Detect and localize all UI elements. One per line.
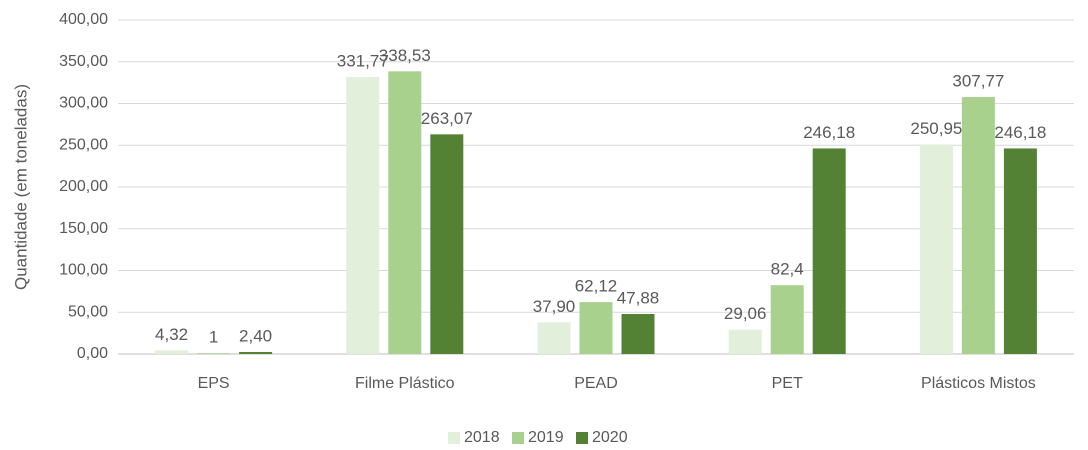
y-tick-label: 100,00 (59, 262, 108, 279)
y-tick-label: 150,00 (59, 220, 108, 237)
data-label: 246,18 (803, 123, 855, 142)
bar (919, 144, 953, 354)
data-label: 82,4 (771, 260, 804, 279)
data-label: 4,32 (155, 325, 188, 344)
y-tick-label: 400,00 (59, 11, 108, 28)
y-tick-label: 200,00 (59, 178, 108, 195)
bar (812, 148, 846, 354)
legend-label: 2018 (464, 429, 500, 446)
y-tick-label: 250,00 (59, 136, 108, 153)
x-tick-label: Filme Plástico (355, 375, 455, 392)
legend-label: 2020 (592, 429, 628, 446)
x-tick-label: PEAD (574, 375, 618, 392)
bar (537, 322, 571, 354)
legend-swatch (448, 432, 460, 444)
y-tick-label: 50,00 (68, 303, 108, 320)
data-label: 331,77 (337, 51, 389, 70)
x-tick-label: Plásticos Mistos (921, 375, 1036, 392)
bar (388, 71, 422, 354)
data-label: 1 (209, 328, 218, 347)
legend-label: 2019 (528, 429, 564, 446)
x-tick-label: EPS (198, 375, 230, 392)
data-label: 263,07 (421, 109, 473, 128)
data-label: 62,12 (575, 277, 618, 296)
bar (961, 97, 995, 354)
y-tick-label: 0,00 (77, 345, 108, 362)
bar (770, 285, 804, 354)
bar (728, 329, 762, 354)
bar (239, 351, 273, 354)
bar (155, 350, 189, 354)
y-tick-label: 350,00 (59, 53, 108, 70)
bar (430, 134, 464, 354)
bar (621, 314, 655, 354)
x-tick-label: PET (772, 375, 803, 392)
data-label: 47,88 (617, 289, 660, 308)
data-label: 2,40 (239, 326, 272, 345)
data-label: 246,18 (994, 123, 1046, 142)
bar (197, 353, 231, 354)
y-tick-label: 300,00 (59, 95, 108, 112)
bar (579, 302, 613, 354)
data-label: 307,77 (952, 71, 1004, 90)
legend-swatch (512, 432, 524, 444)
data-label: 29,06 (724, 304, 767, 323)
data-label: 250,95 (910, 119, 962, 138)
data-label: 338,53 (379, 46, 431, 65)
legend-swatch (576, 432, 588, 444)
y-axis-title: Quantidade (em toneladas) (11, 84, 30, 290)
data-label: 37,90 (533, 297, 576, 316)
bar (346, 76, 380, 355)
bar (1003, 148, 1037, 354)
